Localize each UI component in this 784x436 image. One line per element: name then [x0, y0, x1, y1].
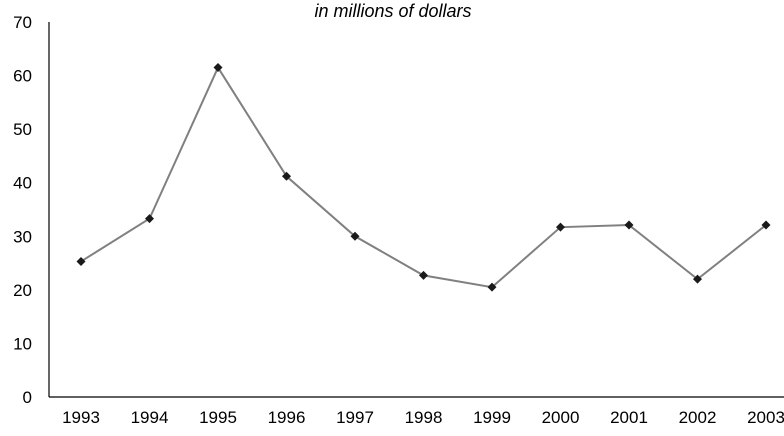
x-tick-label: 1995 — [199, 408, 237, 427]
x-tick-label: 1998 — [405, 408, 443, 427]
series-layer — [76, 63, 771, 292]
chart-subtitle: in millions of dollars — [314, 1, 471, 21]
x-tick-label: 1997 — [336, 408, 374, 427]
x-tick-label: 1999 — [473, 408, 511, 427]
data-point-marker — [624, 220, 634, 230]
x-tick-label: 2003 — [747, 408, 784, 427]
x-axis-ticks: 1993 1994 1995 1996 1997 1998 1999 2000 2001 2002… — [62, 408, 784, 427]
data-point-marker — [282, 171, 291, 181]
data-point-marker — [556, 222, 565, 232]
x-tick-label: 1996 — [268, 408, 306, 427]
y-tick-label: 10 — [13, 334, 32, 353]
data-point-marker — [350, 231, 360, 241]
y-tick-label: 40 — [13, 174, 32, 193]
x-tick-label: 1993 — [62, 408, 100, 427]
data-point-marker — [693, 274, 702, 284]
y-tick-label: 30 — [13, 227, 32, 246]
y-tick-label: 0 — [23, 388, 32, 407]
y-tick-label: 20 — [13, 281, 32, 300]
x-tick-label: 2001 — [610, 408, 648, 427]
series-line — [80, 65, 767, 289]
data-point-marker — [761, 220, 771, 230]
data-point-marker — [76, 256, 86, 266]
x-tick-label: 1994 — [131, 408, 169, 427]
y-axis-ticks: 0 10 20 30 40 50 60 70 — [13, 13, 32, 407]
data-point-marker — [487, 282, 497, 292]
data-point-marker — [213, 63, 223, 73]
y-tick-label: 50 — [13, 120, 32, 139]
x-tick-label: 2000 — [542, 408, 580, 427]
y-tick-label: 60 — [13, 67, 32, 86]
x-tick-label: 2002 — [679, 408, 717, 427]
data-point-marker — [145, 214, 154, 224]
data-point-marker — [419, 270, 428, 280]
y-tick-label: 70 — [13, 13, 32, 32]
